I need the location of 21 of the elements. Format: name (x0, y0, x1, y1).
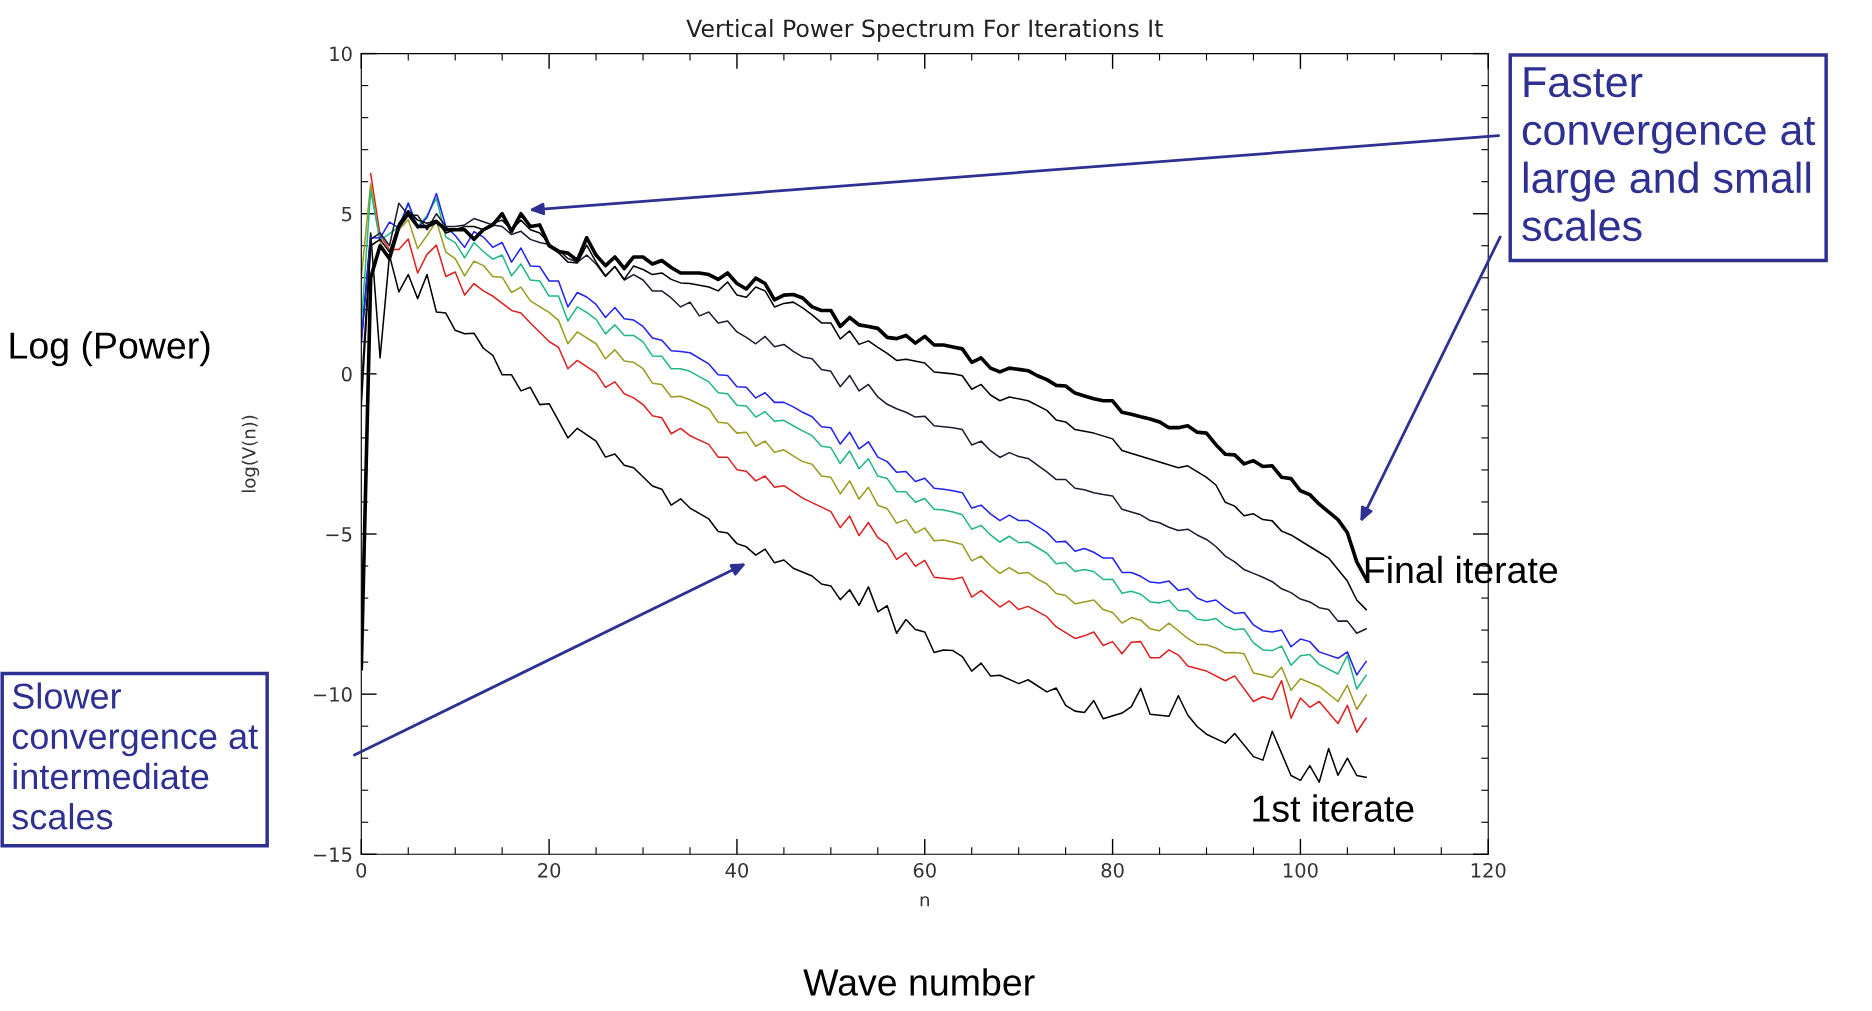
x-tick-label: 20 (538, 862, 561, 878)
x-tick-label: 40 (725, 862, 749, 878)
x-tick-label: 100 (1283, 862, 1318, 878)
x-tick-label: 60 (913, 862, 936, 878)
chart-title: Vertical Power Spectrum For Iterations It (686, 18, 1163, 42)
x-tick-label: 0 (356, 862, 367, 878)
text: Log (Power) (10, 331, 210, 367)
text: Wave number (803, 968, 1035, 996)
y-tick-label: 10 (330, 46, 352, 62)
x-tick-label: 120 (1471, 862, 1506, 878)
y-tick-label: −15 (313, 847, 352, 862)
text: Faster convergence at large and small scales (1522, 67, 1816, 242)
x-tick-label: 80 (1101, 862, 1124, 878)
y-tick-label: 0 (341, 366, 352, 382)
x-axis-title: n (920, 896, 929, 907)
y-axis-title: log(V(n)) (241, 415, 260, 492)
y-tick-label: −10 (313, 687, 352, 702)
text: Slower convergence at intermediate scales (12, 682, 258, 830)
y-tick-label: 5 (342, 206, 352, 222)
annotation: 1st iterate (1253, 794, 1414, 822)
y-tick-label: −5 (326, 527, 352, 542)
